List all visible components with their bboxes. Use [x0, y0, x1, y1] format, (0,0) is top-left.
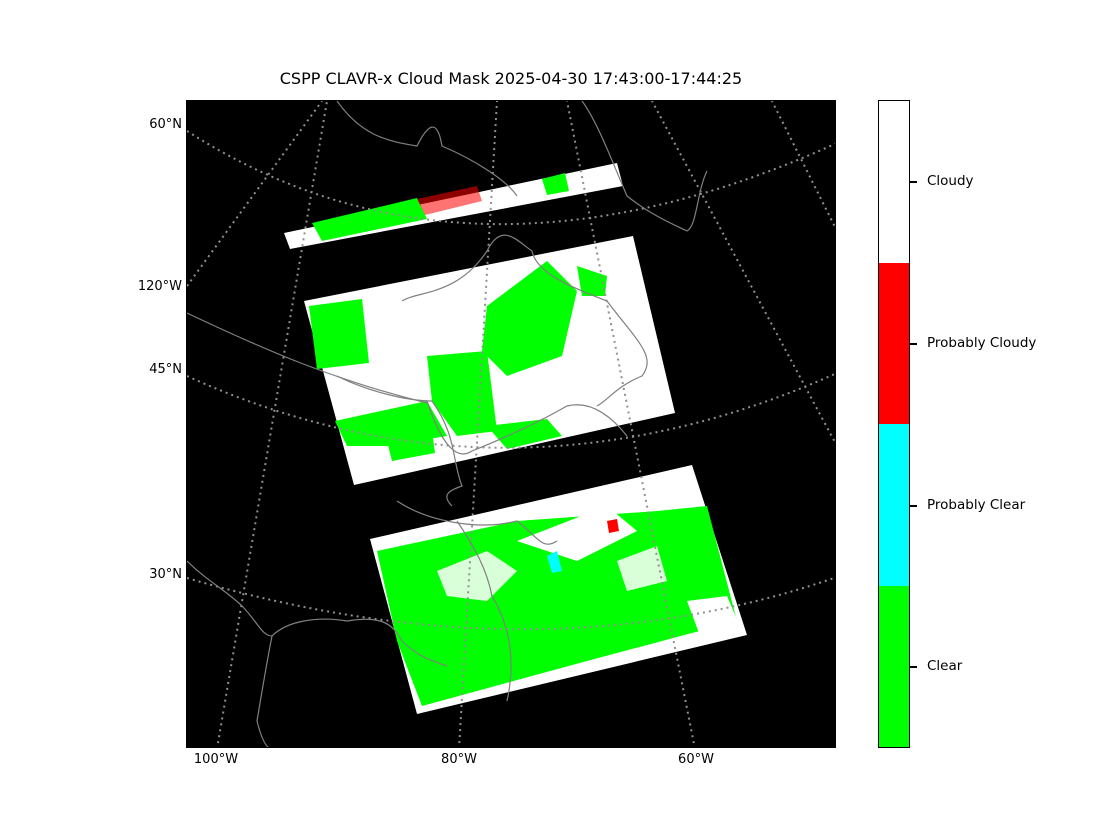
colorbar-segment-clear: [879, 585, 909, 747]
colorbar-label-probably-cloudy: Probably Cloudy: [927, 335, 1037, 351]
swath-middle: [304, 236, 675, 485]
swath-south: [370, 465, 747, 714]
colorbar-tick-clear: [910, 666, 917, 668]
colorbar-label-probably-clear: Probably Clear: [927, 497, 1026, 513]
map-panel: [186, 100, 836, 748]
map-svg: [187, 101, 835, 747]
lat-label-60n: 60°N: [149, 117, 182, 132]
colorbar-tick-probably-clear: [910, 505, 917, 507]
lat-label-30n: 30°N: [149, 567, 182, 582]
colorbar-segment-cloudy: [879, 101, 909, 263]
lat-label-45n: 45°N: [149, 362, 182, 377]
colorbar-tick-probably-cloudy: [910, 343, 917, 345]
lon-label-100w: 100°W: [193, 752, 239, 767]
coastlines: [187, 101, 708, 747]
swath-north: [284, 163, 623, 249]
colorbar-label-cloudy: Cloudy: [927, 173, 974, 189]
colorbar-tick-cloudy: [910, 181, 917, 183]
lon-label-60w: 60°W: [678, 752, 714, 767]
graticule: [187, 101, 835, 747]
colorbar: [878, 100, 910, 748]
figure-title: CSPP CLAVR-x Cloud Mask 2025-04-30 17:43…: [279, 69, 743, 88]
colorbar-segment-probably-clear: [879, 424, 909, 586]
colorbar-segment-probably-cloudy: [879, 262, 909, 424]
lon-label-80w: 80°W: [441, 752, 477, 767]
colorbar-label-clear: Clear: [927, 658, 963, 674]
lon-label-120w: 120°W: [137, 279, 182, 294]
